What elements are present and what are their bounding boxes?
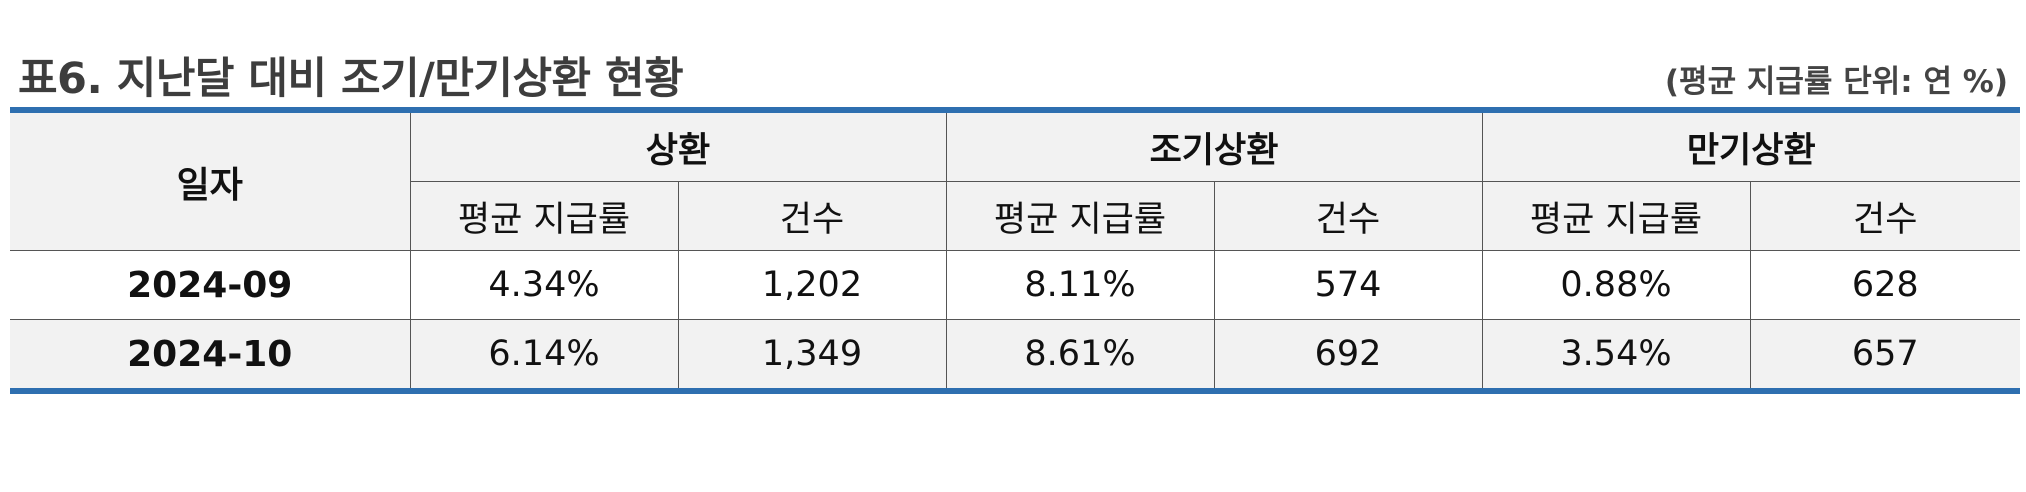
repayment-table: 일자 상환 조기상환 만기상환 평균 지급률 건수 평균 지급률 건수 평균 지… — [10, 107, 2020, 394]
table-cell: 3.54% — [1481, 319, 1751, 392]
sub-header-avg-rate: 평균 지급률 — [945, 181, 1215, 251]
table-cell: 692 — [1213, 319, 1483, 392]
row-date-cell: 2024-10 — [10, 319, 411, 392]
table-cell: 657 — [1749, 319, 2020, 392]
unit-note: (평균 지급률 단위: 연 %) — [1664, 64, 2008, 100]
group-header-repayment: 상환 — [409, 109, 947, 182]
table-body: 2024-09 4.34% 1,202 8.11% 574 0.88% 628 … — [10, 250, 2020, 392]
table-title: 표6. 지난달 대비 조기/만기상환 현황 — [18, 54, 684, 104]
table-cell: 574 — [1213, 250, 1483, 320]
table-cell: 8.11% — [945, 250, 1215, 320]
table-cell: 1,349 — [677, 319, 947, 392]
table-cell: 0.88% — [1481, 250, 1751, 320]
table-cell: 628 — [1749, 250, 2020, 320]
sub-header-count: 건수 — [1213, 181, 1483, 251]
table-cell: 4.34% — [409, 250, 679, 320]
row-date-cell: 2024-09 — [10, 250, 411, 320]
sub-header-avg-rate: 평균 지급률 — [1481, 181, 1751, 251]
sub-header-avg-rate: 평균 지급률 — [410, 181, 679, 251]
table-cell: 1,202 — [677, 250, 947, 320]
table-row: 2024-10 6.14% 1,349 8.61% 692 3.54% 657 — [10, 319, 2020, 392]
sub-header-count: 건수 — [677, 181, 947, 251]
table-row: 2024-09 4.34% 1,202 8.11% 574 0.88% 628 — [10, 250, 2020, 320]
group-header-early-repayment: 조기상환 — [945, 109, 1483, 182]
date-column-header: 일자 — [10, 109, 411, 251]
sub-header-count: 건수 — [1749, 181, 2020, 251]
header-row-groups: 일자 상환 조기상환 만기상환 — [10, 109, 2020, 251]
table-cell: 6.14% — [409, 319, 679, 392]
repayment-table-container: 일자 상환 조기상환 만기상환 평균 지급률 건수 평균 지급률 건수 평균 지… — [10, 107, 2020, 394]
table-header: 일자 상환 조기상환 만기상환 평균 지급률 건수 평균 지급률 건수 평균 지… — [10, 109, 2020, 251]
group-header-maturity-repayment: 만기상환 — [1481, 109, 2020, 182]
header-row-subs: 평균 지급률 건수 평균 지급률 건수 평균 지급률 건수 — [10, 181, 2020, 251]
table-cell: 8.61% — [945, 319, 1215, 392]
table-title-row: 표6. 지난달 대비 조기/만기상환 현황 (평균 지급률 단위: 연 %) — [14, 44, 2012, 104]
